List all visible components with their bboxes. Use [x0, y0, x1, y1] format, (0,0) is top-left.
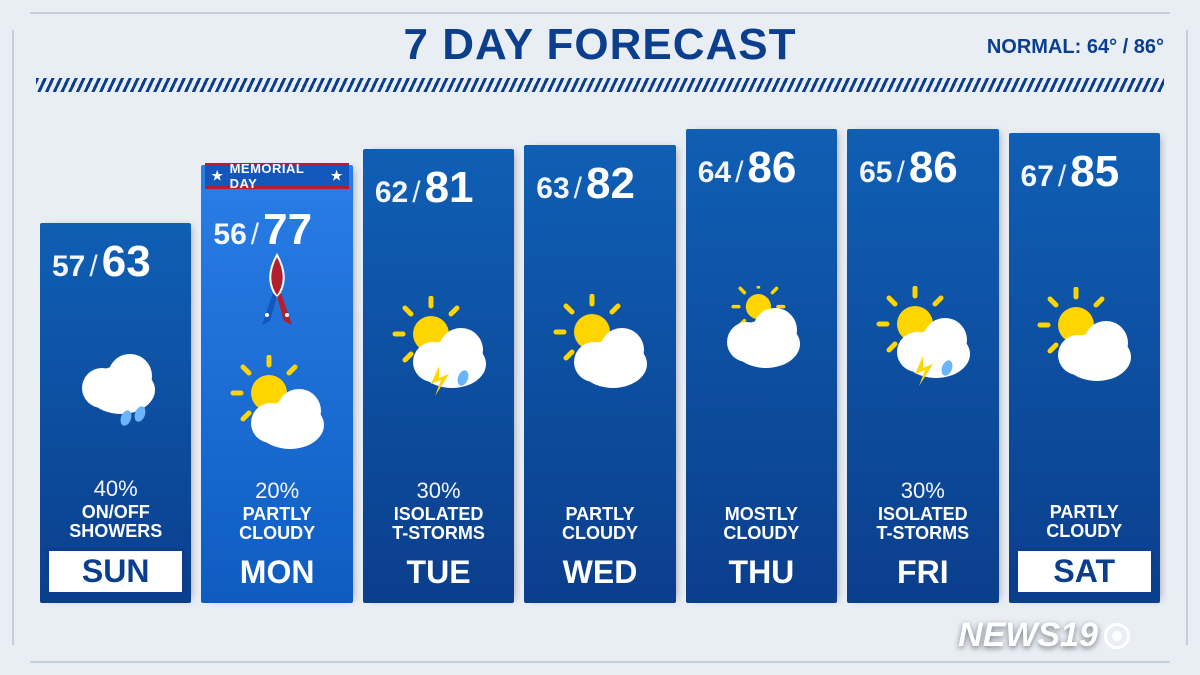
high-temp: 86: [747, 143, 796, 193]
day-label: FRI: [853, 550, 992, 595]
frame-line: [12, 30, 14, 645]
weather-icon: [207, 331, 346, 478]
normal-temps: NORMAL: 64° / 86°: [987, 36, 1164, 59]
precip-chance: 40%: [94, 476, 138, 502]
condition-text: ON/OFFSHOWERS: [69, 502, 162, 542]
temps: 63 / 82: [530, 155, 637, 209]
low-temp: 64: [698, 156, 731, 190]
high-temp: 86: [909, 143, 958, 193]
station-logo: NEWS19: [958, 616, 1130, 655]
day-label: SAT: [1015, 548, 1154, 595]
temp-slash: /: [412, 176, 420, 210]
temp-slash: /: [574, 172, 582, 206]
weather-icon: [853, 193, 992, 478]
temps: 65 / 86: [853, 139, 960, 193]
forecast-cards: 57 / 63 40% ON/OFFSHOWERS SUN MEMORIAL D…: [40, 96, 1160, 603]
low-temp: 57: [52, 250, 85, 284]
frame-line: [30, 12, 1170, 14]
logo-text: NEWS19: [958, 616, 1098, 655]
high-temp: 85: [1070, 147, 1119, 197]
temps: 62 / 81: [369, 159, 476, 213]
condition-text: ISOLATEDT-STORMS: [392, 504, 485, 544]
precip-chance: 20%: [255, 478, 299, 504]
temp-slash: /: [1058, 160, 1066, 194]
forecast-card-fri: 65 / 86 30% ISOLATEDT-STORMS FRI: [847, 129, 998, 603]
condition-text: PARTLYCLOUDY: [239, 504, 315, 544]
weather-icon: [692, 193, 831, 478]
temp-slash: /: [735, 156, 743, 190]
weather-icon: [1015, 197, 1154, 476]
forecast-card-sun: 57 / 63 40% ON/OFFSHOWERS SUN: [40, 223, 191, 603]
weather-icon: [369, 213, 508, 478]
temp-slash: /: [251, 218, 259, 252]
condition-text: MOSTLYCLOUDY: [723, 504, 799, 544]
forecast-card-thu: 64 / 86 MOSTLYCLOUDY THU: [686, 129, 837, 603]
condition-text: ISOLATEDT-STORMS: [876, 504, 969, 544]
low-temp: 62: [375, 176, 408, 210]
precip-chance: 30%: [417, 478, 461, 504]
ribbon-icon: [254, 251, 300, 331]
condition-text: PARTLYCLOUDY: [562, 504, 638, 544]
precip-chance: 30%: [901, 478, 945, 504]
condition-text: PARTLYCLOUDY: [1046, 502, 1122, 542]
day-label: WED: [530, 550, 669, 595]
high-temp: 82: [586, 159, 635, 209]
holiday-banner: MEMORIAL DAY: [205, 163, 348, 189]
low-temp: 67: [1021, 160, 1054, 194]
temp-slash: /: [896, 156, 904, 190]
day-label: TUE: [369, 550, 508, 595]
temps: 67 / 85: [1015, 143, 1122, 197]
temp-slash: /: [89, 250, 97, 284]
logo-eye-icon: [1104, 623, 1130, 649]
forecast-card-tue: 62 / 81 30% ISOLATEDT-STORMS TUE: [363, 149, 514, 603]
frame-line: [1186, 30, 1188, 645]
high-temp: 77: [263, 205, 312, 255]
frame-line: [30, 661, 1170, 663]
high-temp: 81: [425, 163, 474, 213]
day-label: SUN: [46, 548, 185, 595]
temps: 57 / 63: [46, 233, 153, 287]
forecast-card-sat: 67 / 85 PARTLYCLOUDY SAT: [1009, 133, 1160, 603]
low-temp: 65: [859, 156, 892, 190]
weather-icon: [530, 209, 669, 478]
forecast-card-wed: 63 / 82 PARTLYCLOUDY WED: [524, 145, 675, 603]
temps: 56 / 77: [207, 201, 314, 255]
low-temp: 56: [213, 218, 246, 252]
day-label: MON: [207, 550, 346, 595]
hatch-divider: [36, 78, 1164, 92]
low-temp: 63: [536, 172, 569, 206]
temps: 64 / 86: [692, 139, 799, 193]
weather-icon: [46, 287, 185, 476]
high-temp: 63: [102, 237, 151, 287]
forecast-card-mon: MEMORIAL DAY 56 / 77 20% PARTLYCLOUDY MO…: [201, 165, 352, 603]
day-label: THU: [692, 550, 831, 595]
